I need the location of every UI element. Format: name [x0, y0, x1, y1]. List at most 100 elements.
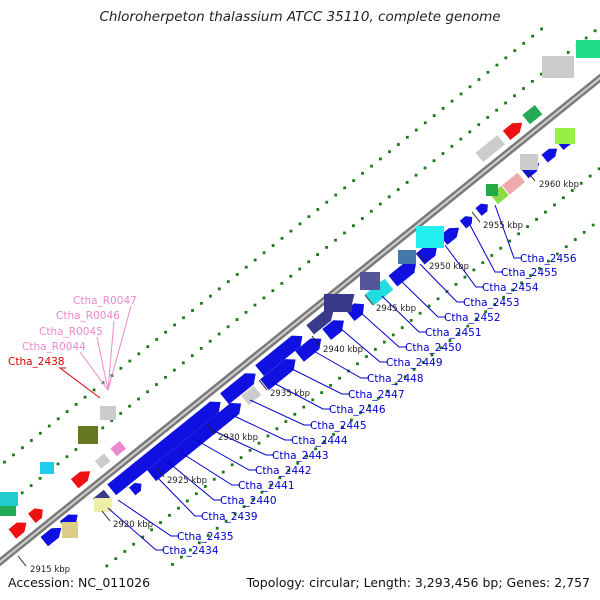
gene-label-ctha-2450: Ctha_2450	[405, 342, 462, 354]
gc-dot	[499, 246, 503, 250]
gc-dot	[251, 498, 255, 501]
feature-box	[324, 294, 352, 312]
gc-dot	[538, 267, 541, 270]
gc-dot	[546, 259, 550, 263]
gc-dot	[179, 555, 183, 559]
gc-dot	[65, 410, 69, 413]
gc-dot	[65, 455, 69, 459]
gc-dot	[284, 420, 288, 423]
gene-label-ctha-r0045: Ctha_R0045	[39, 326, 103, 338]
leader-line	[419, 263, 465, 303]
gene-feature	[70, 471, 91, 489]
gc-dot	[114, 557, 118, 561]
gene-feature	[147, 403, 242, 482]
gc-dot	[526, 225, 529, 228]
gc-dot	[423, 121, 427, 125]
tick-mark	[17, 555, 27, 567]
gc-dot	[101, 426, 105, 430]
gc-dot	[394, 382, 398, 386]
gc-dot	[320, 391, 324, 395]
gc-dot	[332, 433, 335, 436]
gc-dot	[253, 258, 257, 262]
gc-dot	[350, 418, 353, 422]
gene-feature	[129, 482, 142, 496]
gc-dot	[224, 519, 228, 523]
gc-dot	[561, 196, 565, 200]
gc-dot	[531, 34, 535, 38]
gc-dot	[307, 260, 311, 264]
gc-dot	[484, 310, 488, 314]
gc-dot	[343, 186, 347, 190]
gc-dot	[21, 446, 24, 450]
gc-dot	[358, 411, 362, 415]
gc-dot	[159, 521, 162, 524]
gc-dot	[450, 144, 454, 148]
leader-line	[289, 367, 350, 395]
gc-dot	[414, 173, 418, 177]
feature-box	[0, 492, 18, 506]
gc-dot	[582, 230, 586, 234]
gc-dot	[414, 128, 418, 132]
feature-box	[398, 250, 416, 264]
gene-label-ctha-r0047: Ctha_R0047	[73, 295, 137, 307]
gene-label-ctha-2445: Ctha_2445	[310, 420, 367, 432]
gc-dot	[360, 217, 364, 220]
gc-dot	[370, 164, 373, 168]
gc-dot	[226, 325, 230, 329]
gene-label-ctha-2441: Ctha_2441	[238, 480, 295, 492]
gene-feature	[522, 105, 543, 125]
gc-dot	[369, 209, 373, 213]
gc-dot	[215, 526, 219, 530]
gc-dot	[185, 499, 189, 503]
leader-line	[155, 475, 203, 517]
feature-box	[78, 426, 98, 444]
gc-dot	[400, 326, 404, 330]
gc-dot	[132, 542, 136, 546]
gc-dot	[486, 70, 490, 74]
gc-dot	[477, 78, 481, 81]
gene-label-ctha-2446: Ctha_2446	[329, 404, 386, 416]
gene-feature	[110, 441, 126, 457]
gc-content-track	[2, 27, 600, 568]
gc-dot	[182, 316, 185, 320]
tick-mark	[258, 379, 268, 391]
tick-2945: 2945 kbp	[376, 304, 416, 314]
gc-dot	[593, 29, 597, 33]
gc-dot	[457, 331, 461, 335]
gc-dot	[29, 484, 33, 488]
gc-dot	[305, 454, 309, 458]
gc-dot	[105, 564, 109, 568]
gc-dot	[441, 152, 445, 155]
gc-dot	[472, 268, 476, 272]
gene-feature	[107, 401, 221, 496]
gene-label-ctha-2439: Ctha_2439	[201, 511, 258, 523]
tick-mark	[311, 335, 321, 347]
gene-feature	[415, 244, 438, 265]
gc-dot	[517, 232, 521, 236]
gene-label-ctha-2453: Ctha_2453	[463, 297, 520, 309]
gc-dot	[540, 72, 543, 76]
gc-dot	[376, 396, 380, 400]
label-leaders	[58, 204, 522, 551]
gc-dot	[278, 476, 282, 480]
tick-2920: 2920 kbp	[113, 520, 153, 530]
gc-dot	[325, 245, 328, 249]
gc-dot	[172, 368, 176, 372]
gene-feature	[322, 320, 344, 340]
gc-dot	[555, 252, 559, 256]
gene-feature	[306, 311, 334, 335]
gc-dot	[280, 236, 284, 240]
gc-dot	[119, 412, 123, 415]
topology-text: Topology: circular; Length: 3,293,456 bp…	[246, 575, 590, 590]
gc-dot	[316, 253, 320, 256]
gene-label-ctha-2452: Ctha_2452	[444, 312, 501, 324]
gc-dot	[141, 535, 145, 539]
leader-line	[96, 336, 109, 391]
gc-dot	[396, 188, 400, 192]
gc-dot	[289, 229, 293, 233]
leader-line	[231, 414, 293, 441]
gc-dot	[155, 383, 158, 386]
gene-feature	[439, 227, 460, 245]
gc-dot	[373, 347, 377, 351]
gc-dot	[200, 301, 203, 305]
